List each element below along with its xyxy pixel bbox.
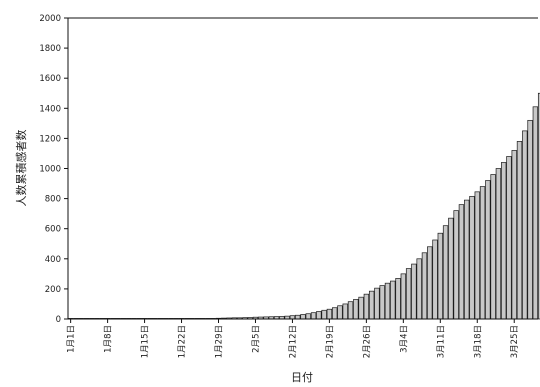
bar bbox=[522, 130, 528, 320]
y-tick-label: 200 bbox=[45, 285, 61, 295]
bar bbox=[511, 150, 517, 320]
bar bbox=[347, 301, 354, 320]
bar bbox=[353, 299, 359, 320]
bar bbox=[395, 278, 401, 320]
x-tick-label: 3月18日 bbox=[473, 325, 483, 358]
bar bbox=[474, 191, 480, 320]
x-tick-label: 1月22日 bbox=[178, 325, 188, 358]
bar bbox=[321, 309, 327, 320]
bar bbox=[490, 174, 496, 320]
bar bbox=[332, 307, 338, 320]
bar bbox=[337, 305, 343, 320]
bar bbox=[358, 296, 364, 320]
bar bbox=[305, 313, 311, 320]
bar bbox=[537, 92, 540, 320]
bar bbox=[432, 239, 438, 320]
y-tick-label: 1000 bbox=[39, 165, 61, 175]
x-tick-label: 2月26日 bbox=[362, 325, 372, 358]
x-tick-label: 2月19日 bbox=[325, 325, 335, 358]
bar bbox=[532, 106, 539, 320]
bar bbox=[316, 311, 322, 320]
bar bbox=[506, 156, 512, 320]
bar bbox=[374, 287, 380, 320]
x-axis-title: 日付 bbox=[291, 371, 313, 384]
bar bbox=[501, 162, 507, 320]
bar bbox=[437, 232, 443, 320]
bars bbox=[67, 92, 540, 320]
x-tick-label: 1月15日 bbox=[141, 325, 151, 358]
x-tick-label: 1月1日 bbox=[67, 325, 77, 353]
y-tick-label: 2000 bbox=[39, 14, 61, 24]
y-tick-label: 1200 bbox=[39, 134, 61, 144]
bar bbox=[516, 141, 523, 320]
bar bbox=[405, 268, 412, 320]
bar bbox=[453, 210, 459, 320]
bar bbox=[485, 180, 491, 320]
axes bbox=[67, 17, 538, 320]
x-tick-label: 2月12日 bbox=[288, 325, 298, 358]
bar bbox=[416, 258, 422, 320]
bar bbox=[400, 273, 407, 320]
y-tick-label: 600 bbox=[45, 225, 61, 235]
y-tick-label: 400 bbox=[45, 255, 61, 265]
bar bbox=[384, 282, 391, 320]
bar bbox=[411, 263, 417, 320]
bar bbox=[458, 204, 465, 320]
bar bbox=[390, 280, 396, 320]
x-tick-label: 3月11日 bbox=[436, 325, 446, 358]
y-tick-label: 1600 bbox=[39, 74, 61, 84]
bar bbox=[326, 308, 333, 320]
bar bbox=[442, 225, 449, 320]
bar bbox=[295, 314, 301, 320]
y-tick-label: 1800 bbox=[39, 44, 61, 54]
bar bbox=[495, 168, 502, 320]
bar bbox=[421, 252, 428, 320]
y-tick-label: 800 bbox=[45, 195, 61, 205]
bar bbox=[379, 285, 385, 320]
x-tick-label: 1月8日 bbox=[104, 325, 114, 353]
bar bbox=[363, 293, 370, 320]
x-axis-ticks: 1月1日 1月8日 1月15日 1月22日 1月29日 2月5日 2月12日 2月19日 2月2… bbox=[67, 319, 520, 358]
bar bbox=[464, 199, 470, 320]
x-tick-label: 2月5日 bbox=[251, 325, 261, 353]
bar bbox=[310, 312, 317, 320]
bar bbox=[479, 186, 486, 320]
y-tick-label: 0 bbox=[56, 315, 61, 325]
y-axis-title: 人数累積感者数 bbox=[14, 130, 28, 207]
x-tick-label: 1月29日 bbox=[215, 325, 225, 358]
bar bbox=[527, 119, 533, 320]
y-axis-ticks: 0 200 400 600 800 1000 1200 1400 1600 1800 2000 bbox=[39, 14, 68, 325]
bar bbox=[427, 246, 433, 320]
x-tick-label: 3月25日 bbox=[510, 325, 520, 358]
bar bbox=[469, 195, 475, 320]
bar bbox=[448, 217, 454, 320]
x-tick-label: 3月4日 bbox=[399, 325, 409, 353]
bar bbox=[342, 303, 348, 320]
y-tick-label: 1400 bbox=[39, 104, 61, 114]
bar bbox=[300, 314, 306, 320]
bar bbox=[368, 290, 375, 320]
